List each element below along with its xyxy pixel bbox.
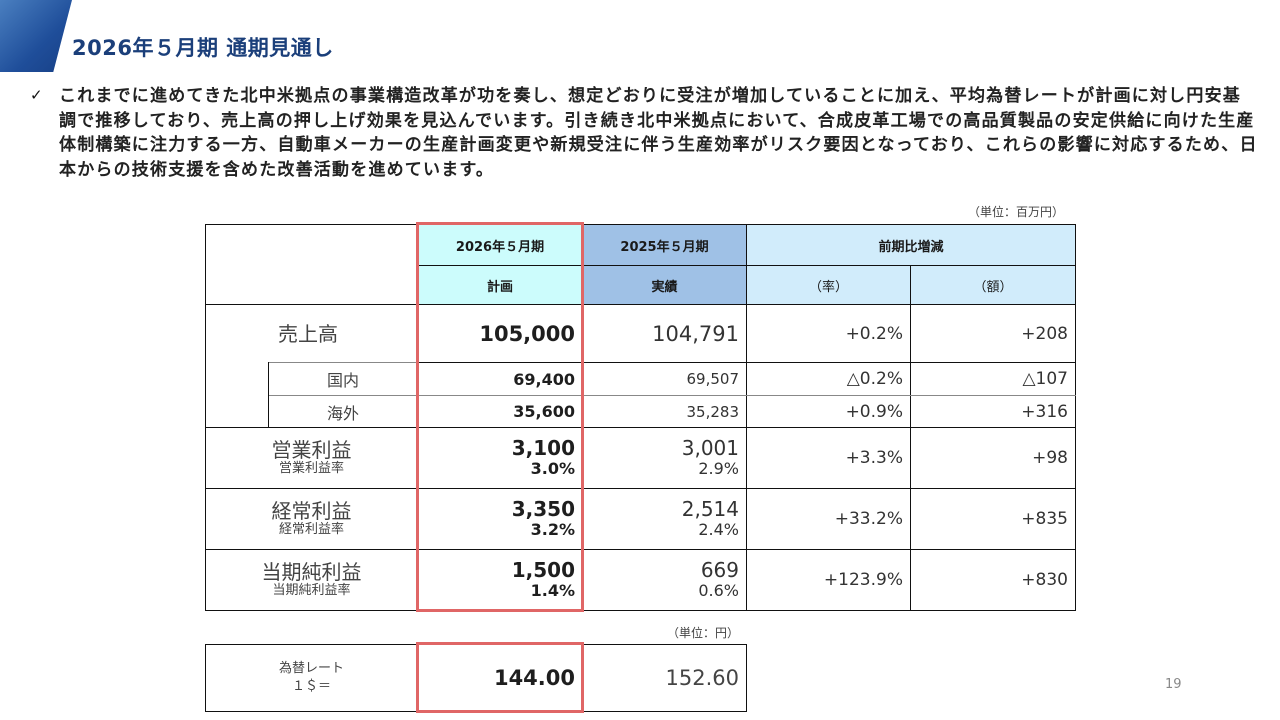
- unit-label-millions: （単位：百万円）: [968, 205, 1065, 219]
- table-row-net-income: 当期純利益 当期純利益率 1,500 1.4% 669 0.6% +123.9%…: [205, 549, 1076, 611]
- fx-actual: 152.60: [582, 644, 747, 712]
- sales-plan: 105,000: [417, 304, 583, 363]
- overseas-plan: 35,600: [417, 395, 583, 428]
- page-title: 2026年５月期 通期見通し: [72, 36, 334, 60]
- domestic-actual: 69,507: [582, 362, 747, 396]
- overseas-rate: +0.9%: [746, 395, 911, 428]
- table-row-domestic: 国内 69,400 69,507 △0.2% △107: [205, 362, 1076, 428]
- ordinary-actual: 2,514 2.4%: [582, 488, 747, 550]
- ordinary-rate: +33.2%: [746, 488, 911, 550]
- operating-actual: 3,001 2.9%: [582, 427, 747, 489]
- domestic-plan: 69,400: [417, 362, 583, 396]
- row-label-sales: 売上高: [205, 304, 418, 363]
- page-number: 19: [1165, 677, 1182, 692]
- fx-rate-label: 為替レート １＄＝: [205, 644, 418, 712]
- header-actual-type: 実績: [582, 265, 747, 305]
- sales-rate: +0.2%: [746, 304, 911, 363]
- net-actual: 669 0.6%: [582, 549, 747, 611]
- net-rate: +123.9%: [746, 549, 911, 611]
- fx-plan: 144.00: [417, 644, 583, 712]
- row-label-net-income: 当期純利益 当期純利益率: [205, 549, 418, 611]
- table-row-ordinary-profit: 経常利益 経常利益率 3,350 3.2% 2,514 2.4% +33.2% …: [205, 488, 1076, 550]
- unit-label-yen: （単位：円）: [667, 626, 740, 640]
- indent-spacer: [205, 362, 269, 428]
- operating-amount: +98: [910, 427, 1076, 489]
- net-plan: 1,500 1.4%: [417, 549, 583, 611]
- sales-amount: +208: [910, 304, 1076, 363]
- table-row-operating-profit: 営業利益 営業利益率 3,100 3.0% 3,001 2.9% +3.3% +…: [205, 427, 1076, 489]
- header-diff-amount: （額）: [910, 265, 1076, 305]
- table-row-sales: 売上高 105,000 104,791 +0.2% +208: [205, 304, 1076, 363]
- ordinary-plan: 3,350 3.2%: [417, 488, 583, 550]
- net-amount: +830: [910, 549, 1076, 611]
- operating-rate: +3.3%: [746, 427, 911, 489]
- table-row-overseas: 海外 35,600 35,283 +0.9% +316: [206, 395, 1076, 428]
- row-label-ordinary-profit: 経常利益 経常利益率: [205, 488, 418, 550]
- sales-actual: 104,791: [582, 304, 747, 363]
- operating-plan: 3,100 3.0%: [417, 427, 583, 489]
- overseas-actual: 35,283: [582, 395, 747, 428]
- header-actual-period: 2025年５月期: [582, 224, 747, 266]
- row-label-operating-profit: 営業利益 営業利益率: [205, 427, 418, 489]
- row-label-domestic: 国内: [268, 362, 418, 396]
- fx-rate-row: 為替レート １＄＝ 144.00 152.60: [205, 644, 747, 712]
- forecast-table: 2026年５月期 2025年５月期 前期比増減 計画 実績 （率） （額） 売上…: [205, 224, 1076, 611]
- header-diff-rate: （率）: [746, 265, 911, 305]
- header-diff-group: 前期比増減: [746, 224, 1076, 266]
- overseas-amount: +316: [910, 395, 1076, 428]
- domestic-rate: △0.2%: [746, 362, 911, 396]
- header-plan-period: 2026年５月期: [417, 224, 583, 266]
- title-accent-shape: [0, 0, 72, 72]
- domestic-amount: △107: [910, 362, 1076, 396]
- row-label-overseas: 海外: [268, 395, 418, 428]
- header-row-period: 2026年５月期 2025年５月期 前期比増減: [205, 224, 1076, 305]
- check-icon: ✓: [30, 86, 43, 104]
- header-plan-type: 計画: [417, 265, 583, 305]
- fx-rate-table: 為替レート １＄＝ 144.00 152.60: [205, 644, 747, 712]
- header-blank-cell: [205, 224, 418, 305]
- header-row-type: 計画 実績 （率） （額）: [206, 265, 1076, 305]
- summary-text: これまでに進めてきた北中米拠点の事業構造改革が功を奏し、想定どおりに受注が増加し…: [59, 86, 1258, 180]
- ordinary-amount: +835: [910, 488, 1076, 550]
